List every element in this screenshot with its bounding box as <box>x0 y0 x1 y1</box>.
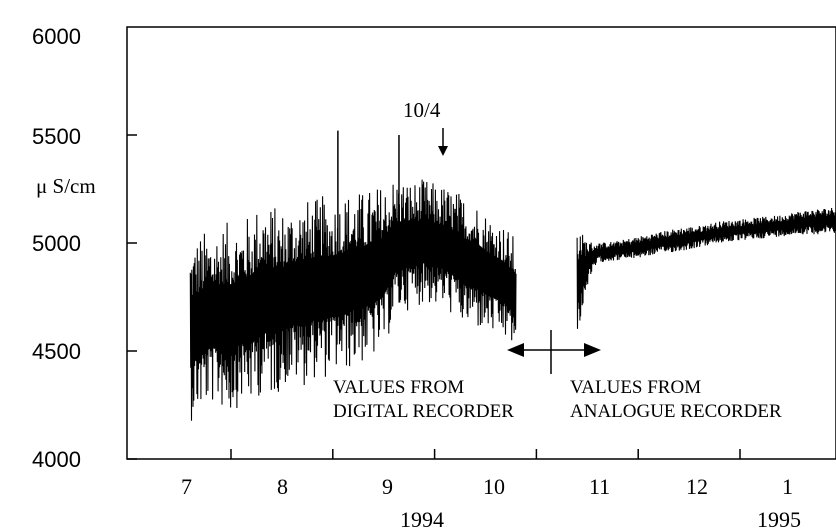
y-tick-label: 6000 <box>32 24 81 49</box>
transition-arrow-right-head <box>584 343 601 357</box>
analogue-label-line1: VALUES FROM <box>570 377 701 398</box>
marker-arrow-head <box>438 146 448 156</box>
y-tick-label: 4500 <box>32 339 81 364</box>
x-tick-label: 11 <box>589 474 610 499</box>
analogue-label-line2: ANALOGUE RECORDER <box>570 401 782 422</box>
series-line-analogue <box>576 207 836 329</box>
x-tick-label: 1 <box>782 474 793 499</box>
transition-arrow-left-head <box>507 343 524 357</box>
marker-date-label: 10/4 <box>403 98 441 122</box>
year-label-1994: 1994 <box>400 507 444 532</box>
x-tick-label: 8 <box>277 474 288 499</box>
year-label-1995: 1995 <box>757 507 801 532</box>
y-tick-label: 5000 <box>32 231 81 256</box>
series-line-digital <box>189 179 517 421</box>
x-tick-label: 12 <box>686 474 708 499</box>
y-axis-label: μ S/cm <box>36 174 96 198</box>
digital-label-line2: DIGITAL RECORDER <box>333 401 514 422</box>
x-tick-label: 9 <box>382 474 393 499</box>
y-tick-label: 4000 <box>32 447 81 472</box>
x-tick-label: 10 <box>483 474 505 499</box>
y-tick-label: 5500 <box>32 124 81 149</box>
x-tick-label: 7 <box>181 474 192 499</box>
digital-label-line1: VALUES FROM <box>333 377 464 398</box>
